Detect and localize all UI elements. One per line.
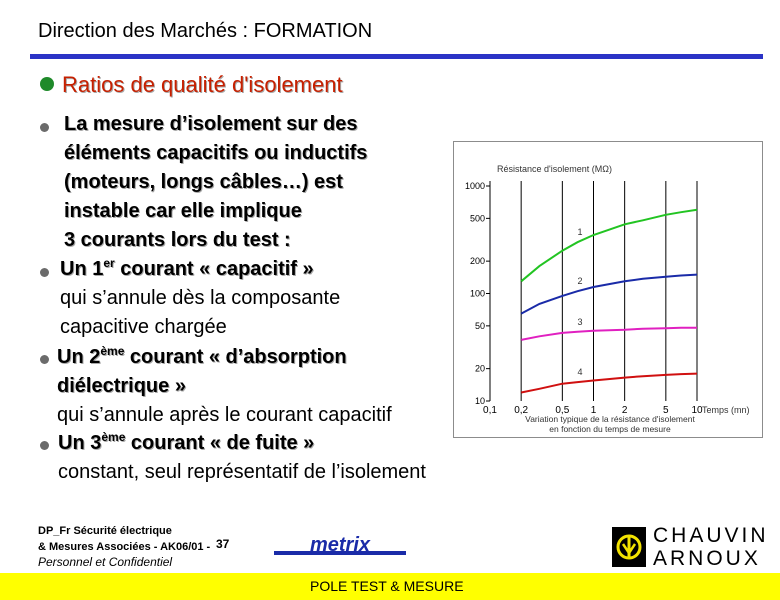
x-tick-label: 0,1 (483, 405, 497, 416)
current-1-title: Un 1er courant « capacitif » (60, 256, 314, 280)
chauvin-arnoux-logo-text: CHAUVIN ARNOUX (653, 524, 769, 570)
bullet-icon (40, 77, 54, 91)
logo-line: CHAUVIN (653, 524, 769, 547)
y-tick-label: 100 (470, 289, 485, 299)
intro-line: instable car elle implique (64, 200, 302, 222)
current-1-desc: qui s’annule dès la composante (60, 287, 341, 309)
y-tick-label: 200 (470, 256, 485, 266)
footer-course-info: DP_Fr Sécurité électrique & Mesures Asso… (38, 523, 210, 555)
confidential-notice: Personnel et Confidentiel (38, 555, 173, 569)
intro-line: (moteurs, longs câbles…) est (64, 171, 343, 193)
series-line-4 (521, 372, 698, 394)
chart-caption-line: Variation typique de la résistance d'iso… (525, 414, 695, 424)
bullet-icon (40, 268, 49, 277)
current-1-desc: capacitive chargée (60, 316, 227, 338)
header-divider (30, 54, 763, 59)
current-2-title-cont: diélectrique » (57, 375, 186, 397)
x-tick-label: 1 (591, 405, 597, 416)
bullet-icon (40, 355, 49, 364)
chart-labels: 0,1 0,2 0,5 1 2 5 10 1000 500 200 100 50 20 10 Résista… (465, 164, 750, 434)
bullet-icon (40, 123, 49, 132)
y-axis-label: Résistance d'isolement (MΩ) (497, 164, 612, 174)
metrix-logo: metrix (274, 535, 406, 556)
page-number: 37 (216, 537, 230, 551)
x-tick-label: 0,5 (555, 405, 569, 416)
slide-heading: Ratios de qualité d'isolement (62, 72, 343, 97)
series-number-label: 3 (577, 317, 582, 327)
footer-band-label: POLE TEST & MESURE (310, 578, 464, 594)
current-3-title: Un 3ème courant « de fuite » (58, 430, 315, 454)
chart-grid (486, 181, 698, 402)
y-tick-label: 20 (475, 364, 485, 374)
y-tick-label: 1000 (465, 181, 485, 191)
intro-paragraph: La mesure d’isolement sur des éléments c… (64, 110, 367, 255)
y-tick-label: 10 (475, 396, 485, 406)
current-2-item: Un 2ème courant « d’absorption diélectri… (57, 343, 392, 430)
series-number-label: 4 (577, 367, 582, 377)
intro-line: 3 courants lors du test : (64, 229, 291, 251)
series-number-label: 1 (577, 227, 582, 237)
y-tick-label: 500 (470, 213, 485, 223)
chart-series-group (520, 208, 698, 394)
x-tick-label: 0,2 (514, 405, 528, 416)
bullet-icon (40, 441, 49, 450)
y-tick-label: 50 (475, 321, 485, 331)
current-2-title: Un 2ème courant « d’absorption (57, 344, 347, 368)
current-1-item: Un 1er courant « capacitif » qui s’annul… (60, 255, 340, 342)
footer-band (0, 573, 780, 600)
svg-text:metrix: metrix (310, 535, 371, 556)
chart-caption-line: en fonction du temps de mesure (549, 424, 671, 434)
series-line-2 (520, 273, 698, 315)
chauvin-arnoux-mark-icon (612, 527, 646, 567)
slide-header-title: Direction des Marchés : FORMATION (38, 20, 373, 42)
x-tick-label: 10 (691, 405, 703, 416)
x-axis-label: Temps (mn) (702, 405, 750, 415)
footer-course-line: DP_Fr Sécurité électrique (38, 525, 172, 537)
logo-line: ARNOUX (653, 547, 761, 570)
series-line-1 (520, 208, 698, 283)
series-number-label: 2 (577, 276, 582, 286)
current-3-item: Un 3ème courant « de fuite » constant, s… (58, 429, 426, 487)
current-2-desc: qui s’annule après le courant capacitif (57, 404, 392, 426)
intro-line: La mesure d’isolement sur des (64, 113, 358, 135)
current-3-desc: constant, seul représentatif de l’isolem… (58, 461, 426, 483)
x-tick-label: 5 (663, 405, 669, 416)
x-tick-label: 2 (622, 405, 628, 416)
insulation-resistance-chart: 0,1 0,2 0,5 1 2 5 10 1000 500 200 100 50 20 10 Résista… (453, 141, 763, 438)
footer-course-line: & Mesures Associées - AK06/01 - (38, 541, 211, 553)
series-line-3 (521, 326, 697, 341)
intro-line: éléments capacitifs ou inductifs (64, 142, 368, 164)
